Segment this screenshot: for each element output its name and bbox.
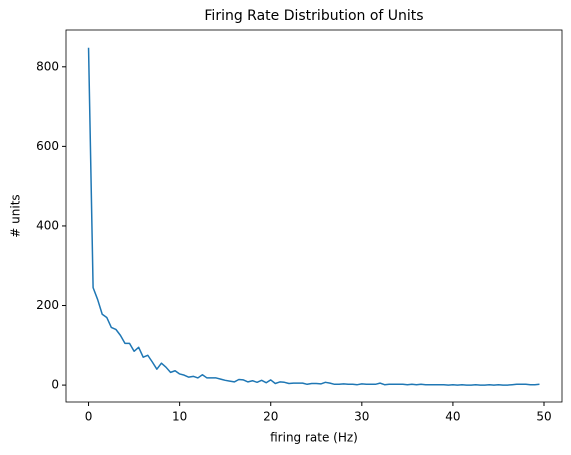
chart-title: Firing Rate Distribution of Units: [204, 8, 423, 24]
x-tick-label: 50: [536, 410, 551, 424]
x-tick-label: 30: [354, 410, 369, 424]
y-tick-label: 600: [36, 139, 59, 153]
y-tick-label: 800: [36, 59, 59, 73]
x-tick-label: 10: [172, 410, 187, 424]
line: [87, 47, 540, 386]
y-tick-label: 200: [36, 298, 59, 312]
plot-frame: [65, 29, 563, 403]
y-tick-label: 0: [51, 378, 59, 392]
x-tick-label: 20: [263, 410, 278, 424]
x-tick-label: 0: [85, 410, 93, 424]
x-axis-label: firing rate (Hz): [270, 431, 358, 445]
y-axis-label: # units: [9, 194, 23, 237]
y-tick-label: 400: [36, 218, 59, 232]
x-tick-label: 40: [445, 410, 460, 424]
